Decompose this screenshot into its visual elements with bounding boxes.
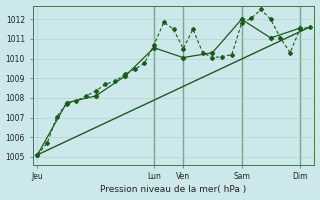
X-axis label: Pression niveau de la mer( hPa ): Pression niveau de la mer( hPa ) (100, 185, 247, 194)
